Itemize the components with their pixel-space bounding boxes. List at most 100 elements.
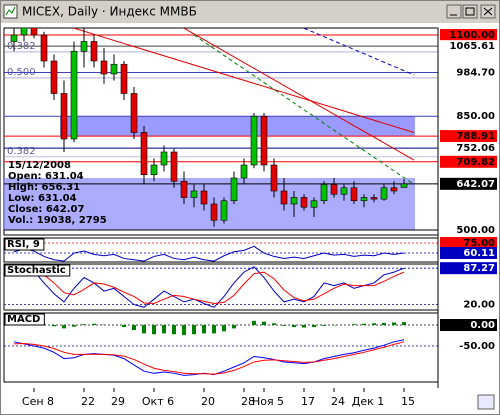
x-tick-label: Ноя 5 [252, 395, 284, 408]
indicator-line [13, 341, 405, 375]
minimize-button[interactable] [446, 4, 462, 19]
level-label: 984.70 [456, 67, 495, 78]
price-zone [60, 116, 415, 137]
panel-title-box [4, 313, 45, 326]
histogram-bar [292, 325, 296, 328]
panel-plot [4, 320, 438, 376]
x-tick-label: 17 [301, 395, 315, 408]
level-label-box [440, 130, 497, 143]
level-label-box [440, 155, 497, 168]
candle-body [290, 197, 298, 205]
x-tick-label: Окт 6 [142, 395, 174, 408]
window-icon-glyph [5, 6, 16, 16]
histogram-bar [312, 325, 316, 328]
candle-body [340, 187, 348, 195]
level-label: 788.91 [456, 131, 495, 142]
candle-body [400, 183, 408, 188]
histogram-bar [192, 325, 196, 335]
panel-title: RSI, 9 [7, 239, 40, 250]
level-label-box [440, 28, 497, 41]
histogram-bar [122, 325, 126, 328]
level-label: 60.11 [463, 248, 495, 259]
histogram-bar [152, 325, 156, 335]
level-label-box [440, 223, 497, 236]
panel-title: Stochastic [7, 265, 66, 276]
candle-body [300, 197, 308, 208]
candle-body [250, 115, 258, 166]
histogram-bar [222, 325, 226, 332]
candle-body [260, 115, 268, 166]
level-label-box [440, 340, 497, 353]
fib-label: 0.382 [7, 146, 36, 157]
histogram-bar [262, 321, 266, 326]
level-label: 1065.61 [449, 41, 495, 52]
level-label: 75.00 [463, 238, 495, 249]
histogram-bar [232, 325, 236, 329]
candle-body [100, 60, 108, 75]
level-label-box [440, 246, 497, 259]
candle-body [270, 164, 278, 192]
level-label: 0.00 [470, 320, 495, 331]
candle-body [90, 41, 98, 62]
histogram-bar [382, 322, 386, 326]
level-label: 642.07 [456, 179, 495, 190]
histogram-bar [352, 324, 356, 326]
candle-body [280, 190, 288, 205]
histogram-bar [252, 320, 256, 326]
trend-line [303, 28, 415, 76]
histogram-bar [202, 325, 206, 334]
histogram-bar [362, 323, 366, 326]
x-tick-label: Сен 8 [22, 395, 54, 408]
trend-line [73, 28, 415, 133]
candle-body [170, 151, 178, 182]
price-zone [4, 177, 415, 230]
indicator-line [13, 266, 405, 308]
x-tick-label: 22 [81, 395, 95, 408]
x-tick-label: 24 [331, 395, 345, 408]
level-label: 87.27 [463, 263, 495, 274]
panel-frame [3, 237, 439, 263]
candle-body [190, 190, 198, 198]
panel-frame [3, 263, 439, 311]
level-label-box [440, 177, 497, 190]
ohlc-info: Open: 631.04 [8, 171, 84, 182]
histogram-bar [272, 323, 276, 326]
candle-body [390, 187, 398, 192]
histogram-bar [62, 325, 66, 329]
ohlc-info: 15/12/2008 [8, 160, 71, 171]
trend-line [183, 28, 415, 161]
level-label-box [440, 262, 497, 275]
candle-body [70, 50, 78, 140]
histogram-bar [182, 325, 186, 336]
ohlc-info: High: 656.31 [8, 182, 80, 193]
close-glyph [483, 7, 493, 16]
candle-body [20, 28, 28, 36]
candle-body [30, 28, 38, 36]
histogram-bar [172, 325, 176, 335]
candle-body [130, 93, 138, 133]
level-label: 20.00 [463, 300, 495, 311]
candle-body [10, 34, 18, 42]
x-axis-bar [1, 388, 499, 414]
candle-body [200, 190, 208, 205]
panel-title-box [4, 264, 71, 277]
candle-body [240, 164, 248, 179]
candle-body [140, 132, 148, 176]
histogram-bar [322, 325, 326, 326]
level-label-box [440, 319, 497, 332]
candle-body [110, 63, 118, 75]
level-label-box [440, 142, 497, 155]
level-label-box [440, 110, 497, 123]
candle-body [210, 203, 218, 221]
candle-body [220, 200, 228, 221]
panel-title-box [4, 238, 45, 251]
scroll-icon[interactable] [477, 394, 495, 410]
maximize-button[interactable] [462, 4, 478, 19]
level-label-box [440, 298, 497, 311]
candle-body [320, 184, 328, 202]
histogram-bar [392, 322, 396, 326]
candle-body [350, 187, 358, 202]
level-label: 850.00 [456, 111, 495, 122]
